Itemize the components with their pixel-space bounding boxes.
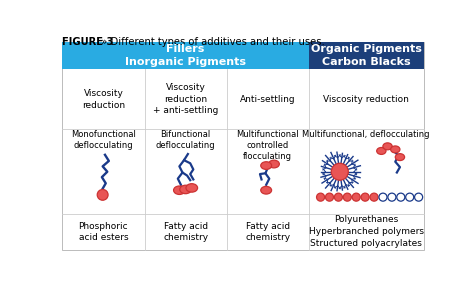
Ellipse shape: [180, 185, 191, 194]
Circle shape: [406, 193, 414, 201]
Ellipse shape: [377, 147, 386, 154]
Text: » Different types of additives and their uses.: » Different types of additives and their…: [98, 37, 325, 47]
Text: Anti-settling: Anti-settling: [240, 95, 295, 104]
Text: Viscosity
reduction
+ anti-settling: Viscosity reduction + anti-settling: [153, 84, 218, 115]
Text: FIGURE 3: FIGURE 3: [63, 37, 114, 47]
Circle shape: [370, 193, 378, 201]
Text: Fillers
Inorganic Pigments: Fillers Inorganic Pigments: [125, 44, 246, 67]
Circle shape: [317, 193, 325, 201]
Ellipse shape: [186, 184, 198, 192]
Text: Organic Pigments
Carbon Blacks: Organic Pigments Carbon Blacks: [311, 44, 421, 67]
Text: Multifunctional, deflocculating: Multifunctional, deflocculating: [302, 130, 430, 139]
Circle shape: [97, 190, 108, 200]
Text: Fatty acid
chemistry: Fatty acid chemistry: [245, 222, 290, 242]
Ellipse shape: [173, 186, 185, 194]
Circle shape: [361, 193, 369, 201]
Circle shape: [343, 193, 351, 201]
Ellipse shape: [261, 186, 272, 194]
Text: Phosphoric
acid esters: Phosphoric acid esters: [79, 222, 128, 242]
Ellipse shape: [268, 160, 279, 168]
Text: Multifunctional
controlled
flocculating: Multifunctional controlled flocculating: [237, 130, 299, 161]
Bar: [309, 42, 423, 69]
Ellipse shape: [383, 143, 392, 150]
Circle shape: [334, 193, 342, 201]
Text: Viscosity
reduction: Viscosity reduction: [82, 89, 125, 110]
Text: Viscosity reduction: Viscosity reduction: [323, 95, 409, 104]
Text: Monofunctional
deflocculating: Monofunctional deflocculating: [71, 130, 136, 150]
Ellipse shape: [391, 146, 400, 153]
Text: Bifunctional
deflocculating: Bifunctional deflocculating: [156, 130, 215, 150]
Circle shape: [397, 193, 405, 201]
Ellipse shape: [261, 162, 272, 169]
Circle shape: [379, 193, 387, 201]
Text: Fatty acid
chemistry: Fatty acid chemistry: [163, 222, 208, 242]
Circle shape: [326, 193, 334, 201]
Circle shape: [331, 163, 348, 180]
Ellipse shape: [395, 154, 405, 161]
Circle shape: [388, 193, 396, 201]
Circle shape: [352, 193, 360, 201]
Bar: [63, 42, 309, 69]
Circle shape: [415, 193, 423, 201]
Text: Polyurethanes
Hyperbranched polymers
Structured polyacrylates: Polyurethanes Hyperbranched polymers Str…: [309, 215, 424, 249]
